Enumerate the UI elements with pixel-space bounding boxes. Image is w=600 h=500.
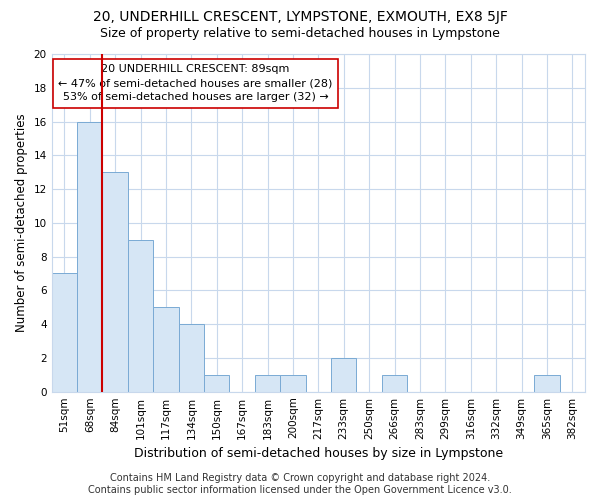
Bar [382, 375, 407, 392]
Bar [255, 375, 280, 392]
Y-axis label: Number of semi-detached properties: Number of semi-detached properties [15, 114, 28, 332]
Bar [331, 358, 356, 392]
Bar [103, 172, 128, 392]
Bar [77, 122, 103, 392]
Text: 20, UNDERHILL CRESCENT, LYMPSTONE, EXMOUTH, EX8 5JF: 20, UNDERHILL CRESCENT, LYMPSTONE, EXMOU… [92, 10, 508, 24]
Bar [52, 274, 77, 392]
Text: Contains HM Land Registry data © Crown copyright and database right 2024.
Contai: Contains HM Land Registry data © Crown c… [88, 474, 512, 495]
Bar [204, 375, 229, 392]
Text: 20 UNDERHILL CRESCENT: 89sqm
← 47% of semi-detached houses are smaller (28)
53% : 20 UNDERHILL CRESCENT: 89sqm ← 47% of se… [58, 64, 333, 102]
Bar [179, 324, 204, 392]
Text: Size of property relative to semi-detached houses in Lympstone: Size of property relative to semi-detach… [100, 28, 500, 40]
Bar [128, 240, 153, 392]
X-axis label: Distribution of semi-detached houses by size in Lympstone: Distribution of semi-detached houses by … [134, 447, 503, 460]
Bar [280, 375, 305, 392]
Bar [153, 308, 179, 392]
Bar [534, 375, 560, 392]
